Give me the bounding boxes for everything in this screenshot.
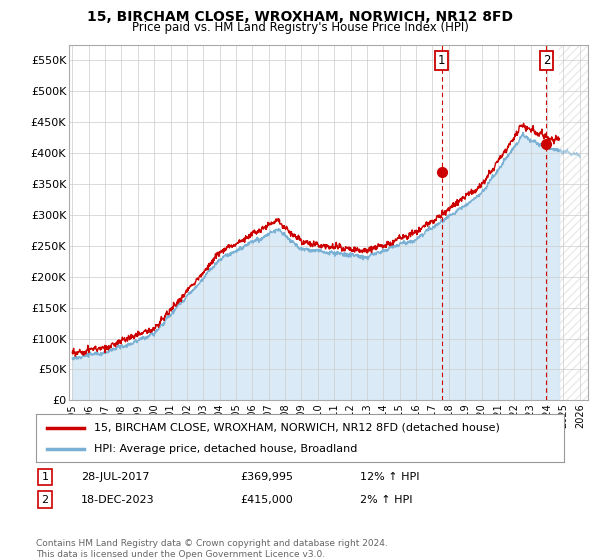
Text: 2: 2: [41, 494, 49, 505]
Text: HPI: Average price, detached house, Broadland: HPI: Average price, detached house, Broa…: [94, 444, 358, 454]
Text: £415,000: £415,000: [240, 494, 293, 505]
Text: £369,995: £369,995: [240, 472, 293, 482]
Text: 2% ↑ HPI: 2% ↑ HPI: [360, 494, 413, 505]
Text: 1: 1: [41, 472, 49, 482]
Text: 28-JUL-2017: 28-JUL-2017: [81, 472, 149, 482]
Text: 15, BIRCHAM CLOSE, WROXHAM, NORWICH, NR12 8FD: 15, BIRCHAM CLOSE, WROXHAM, NORWICH, NR1…: [87, 10, 513, 24]
Text: 2: 2: [542, 54, 550, 67]
Text: 12% ↑ HPI: 12% ↑ HPI: [360, 472, 419, 482]
Text: 18-DEC-2023: 18-DEC-2023: [81, 494, 155, 505]
Text: Contains HM Land Registry data © Crown copyright and database right 2024.
This d: Contains HM Land Registry data © Crown c…: [36, 539, 388, 559]
Text: 1: 1: [438, 54, 446, 67]
Text: 15, BIRCHAM CLOSE, WROXHAM, NORWICH, NR12 8FD (detached house): 15, BIRCHAM CLOSE, WROXHAM, NORWICH, NR1…: [94, 423, 500, 433]
Text: Price paid vs. HM Land Registry's House Price Index (HPI): Price paid vs. HM Land Registry's House …: [131, 21, 469, 34]
